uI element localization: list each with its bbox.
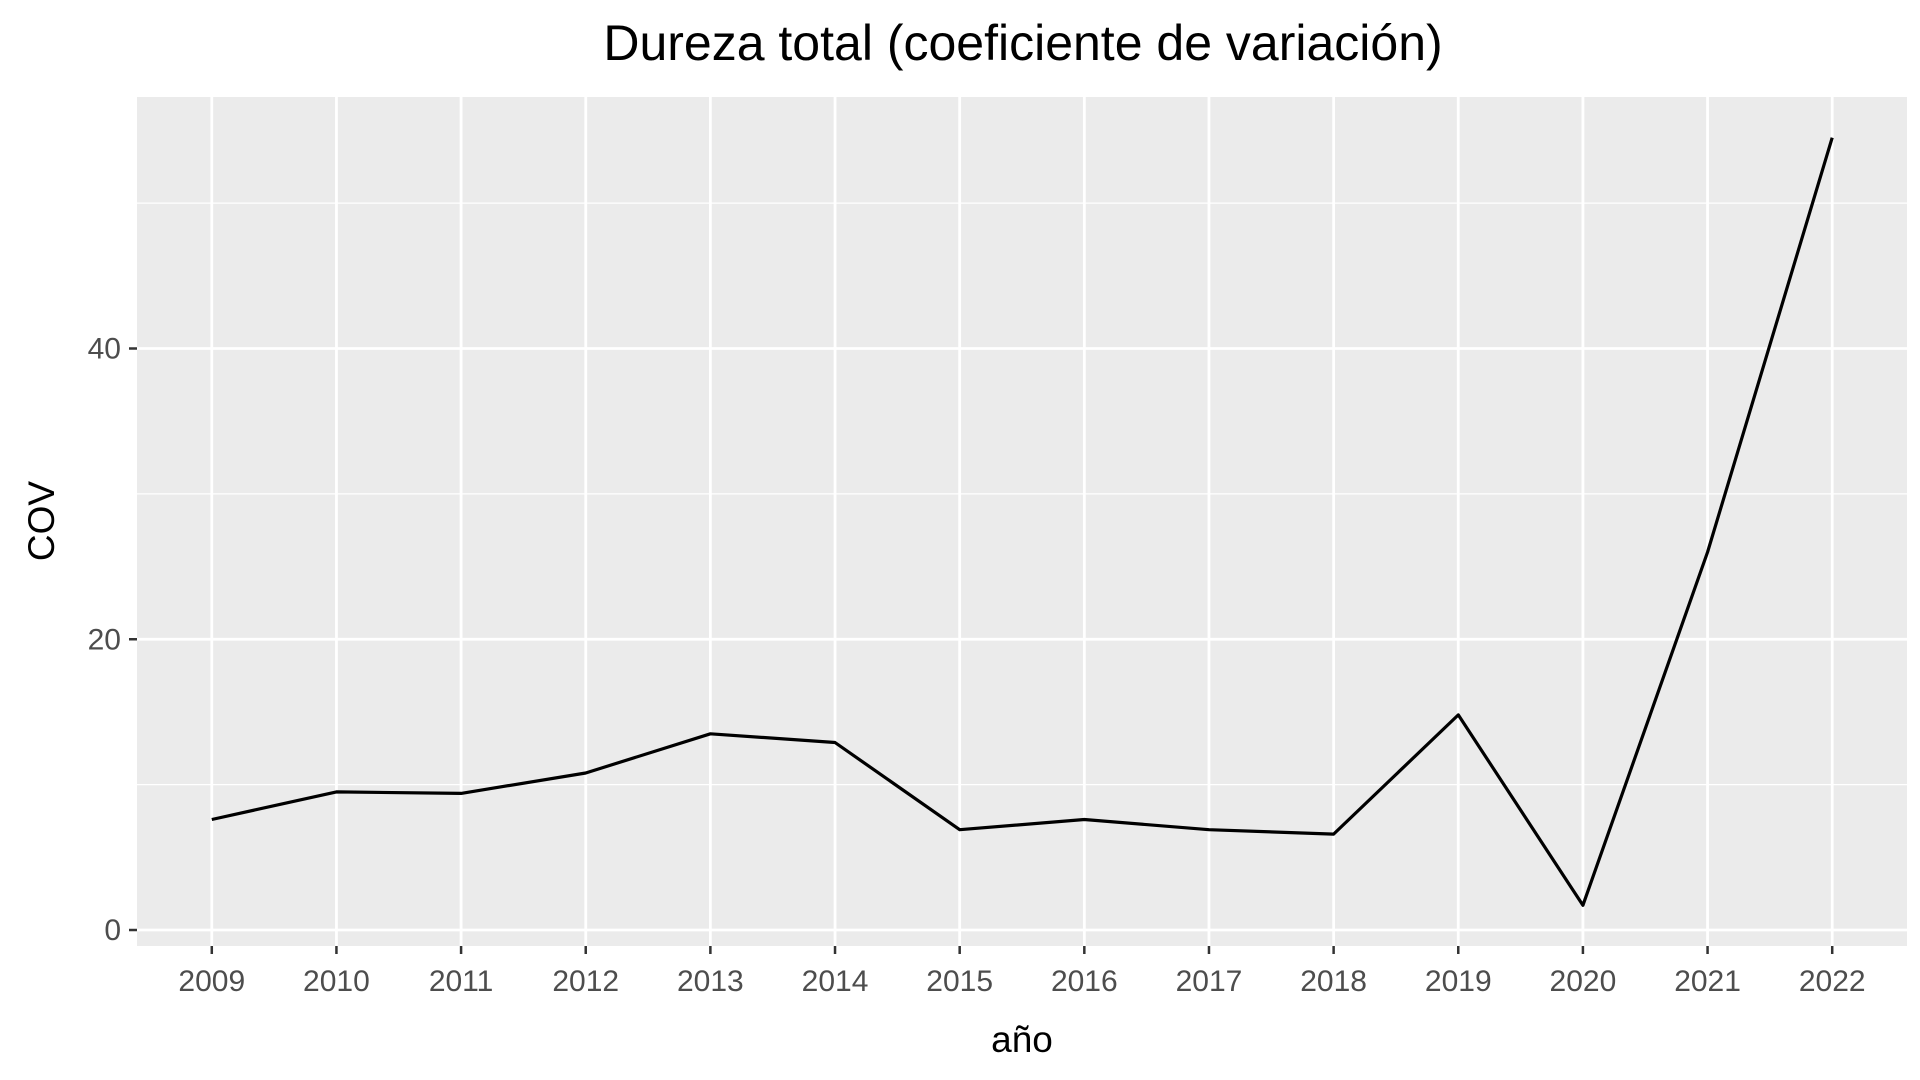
y-tick-label: 40 [88,333,121,366]
y-axis: 0 20 40 [88,333,137,947]
y-tick-label: 20 [88,623,121,656]
major-gridlines [137,97,1907,946]
x-tick-label: 2019 [1425,965,1492,998]
x-tick-label: 2010 [303,965,370,998]
plot-panel [137,97,1907,946]
x-tick-label: 2011 [429,965,494,998]
series-line [211,137,1834,907]
x-tick-label: 2018 [1300,965,1367,998]
x-tick-label: 2016 [1051,965,1118,998]
x-tick-label: 2009 [178,965,245,998]
x-tick-label: 2015 [926,965,993,998]
x-tick-label: 2020 [1550,965,1617,998]
x-tick-label: 2012 [552,965,619,998]
y-axis-title: COV [21,481,62,562]
x-tick-label: 2014 [802,965,869,998]
minor-gridlines [137,202,1907,786]
y-tick-label: 0 [104,914,121,947]
chart-title: Dureza total (coeficiente de variación) [603,15,1442,71]
x-tick-label: 2017 [1176,965,1243,998]
x-tick-label: 2021 [1674,965,1741,998]
x-tick-label: 2022 [1799,965,1866,998]
x-axis: 2009 2010 2011 2012 2013 2014 2015 2016 2017 2018… [178,946,1866,998]
x-axis-title: año [991,1019,1053,1060]
x-tick-label: 2013 [677,965,744,998]
